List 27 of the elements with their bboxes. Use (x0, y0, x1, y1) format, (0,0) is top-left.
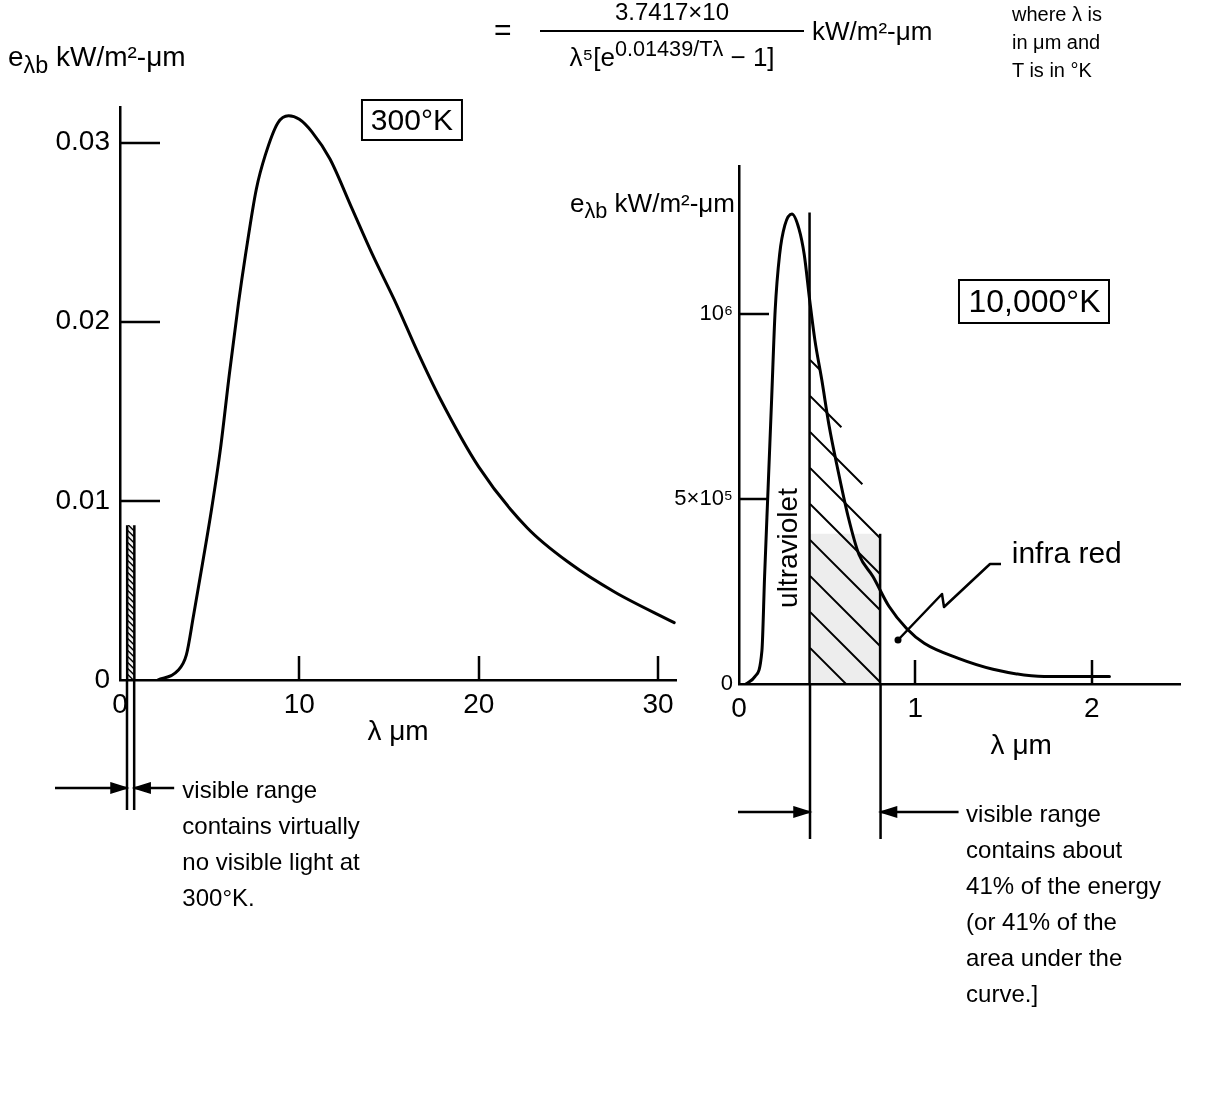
x-tick-label: 10 (283, 687, 315, 719)
y-tick-label: 0 (94, 662, 110, 694)
x-axis-title: λ μm (367, 714, 429, 748)
annotation: infra red (1011, 534, 1122, 571)
y-tick-label: 0.03 (55, 125, 110, 157)
text: where λ is in μm and T is in °K (1012, 2, 1104, 83)
y-axis-title: e$_{λb}$ kW/m²-μm (570, 188, 735, 225)
text: 3.7417×10 (614, 0, 730, 27)
x-tick-label: 20 (463, 687, 495, 719)
text: λ⁵[e$^{0.01439/Tλ}$ − 1] (540, 30, 804, 73)
legend-label: visible range contains about 41% of the energy (or 41% of the area under the curve.] (966, 799, 1162, 1009)
x-tick-label: 2 (1084, 691, 1100, 723)
text: kW/m²-μm (812, 16, 933, 48)
text: 10,000°K (958, 279, 1111, 324)
text: = (494, 12, 512, 48)
y-tick-label: 10⁶ (699, 300, 733, 326)
legend-label: visible range contains virtually no visible light at 300°K. (182, 775, 361, 913)
y-tick-label: 0.01 (55, 483, 110, 515)
y-axis-title: e$_{λb}$ kW/m²-μm (8, 40, 186, 80)
x-axis-title: λ μm (990, 728, 1052, 762)
x-tick-label: 30 (642, 687, 674, 719)
x-tick-label: 1 (907, 691, 924, 723)
y-tick-label: 0 (720, 670, 733, 696)
y-tick-label: 0.02 (55, 304, 110, 336)
annotation: ultraviolet (771, 488, 805, 608)
y-tick-label: 5×10⁵ (674, 485, 733, 511)
chart-title: 300°K (360, 98, 463, 142)
